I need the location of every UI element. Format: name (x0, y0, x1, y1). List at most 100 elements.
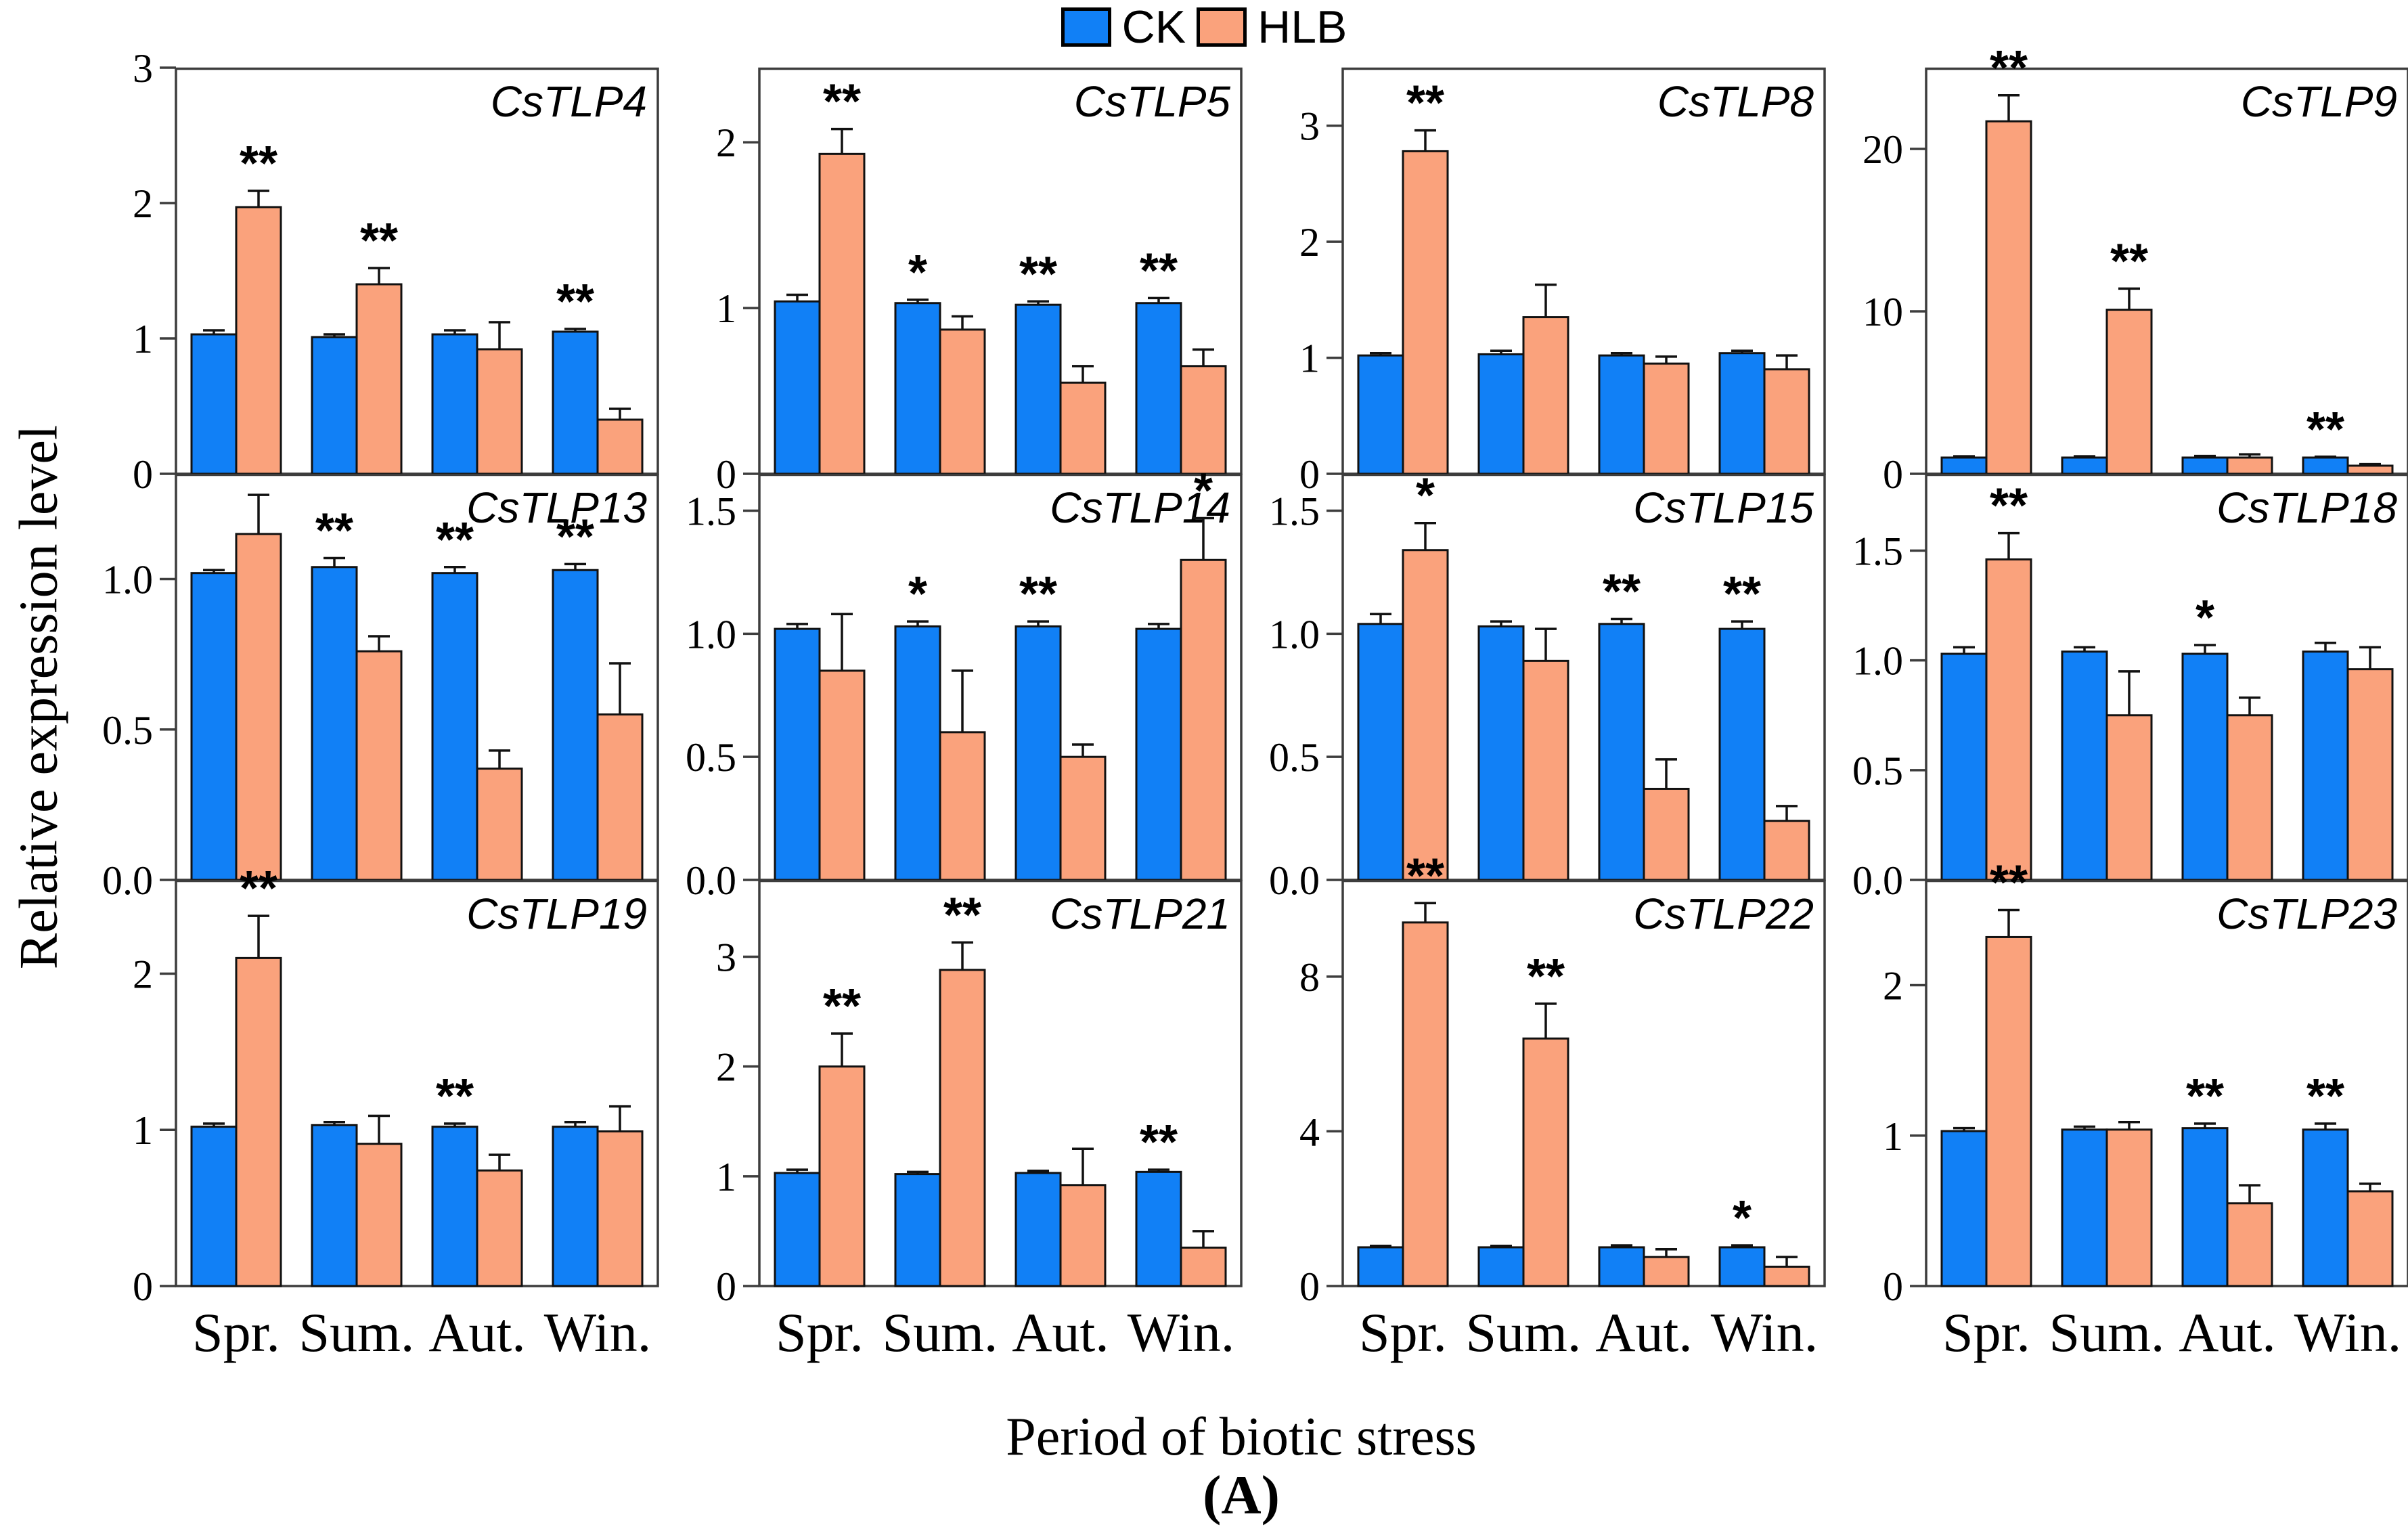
significance-marker: ** (1990, 479, 2028, 533)
y-tick-label: 2 (1883, 964, 1903, 1009)
bar-hlb-win (596, 418, 644, 475)
bar-hlb-win (1763, 820, 1810, 881)
significance-marker: ** (315, 504, 353, 558)
x-category-label: Aut. (1012, 1302, 1109, 1363)
significance-marker: * (908, 246, 927, 300)
bar-ck-spr (774, 627, 821, 881)
y-tick-label: 8 (1299, 955, 1320, 1000)
bar-hlb-win (596, 713, 644, 881)
panel-frame (758, 879, 1243, 1287)
bar-ck-aut (1015, 1172, 1062, 1287)
bar-hlb-sum (355, 650, 403, 881)
bar-hlb-spr (1402, 150, 1449, 475)
x-category-label: Win. (2294, 1302, 2401, 1363)
significance-marker: ** (823, 979, 861, 1034)
bar-hlb-win (2346, 464, 2394, 475)
bar-ck-win (1718, 627, 1766, 881)
significance-marker: ** (1990, 856, 2028, 910)
bar-ck-sum (1477, 1246, 1525, 1287)
x-category-label: Spr. (1942, 1302, 2030, 1363)
bar-ck-aut (2181, 456, 2229, 475)
panel-CsTLP5: 0 1 2 CsTLP5 ** * ** ** (658, 67, 1243, 497)
significance-marker: ** (2306, 1069, 2344, 1124)
panel-CsTLP15: 0.0 0.5 1.0 1.5 CsTLP15 * ** ** (1241, 469, 1826, 903)
y-tick-label: 3 (133, 46, 153, 91)
panel-CsTLP8: 0 1 2 3 CsTLP8 ** (1241, 67, 1826, 497)
bar-ck-sum (1477, 625, 1525, 881)
y-tick-label: 20 (1863, 127, 1903, 172)
bar-hlb-aut (1643, 787, 1690, 881)
y-tick-label: 0.0 (102, 858, 153, 903)
significance-marker: ** (1019, 247, 1057, 301)
panel-CsTLP14: 0.0 0.5 1.0 1.5 CsTLP14 * ** * (658, 464, 1243, 903)
y-tick-label: 0 (1883, 1264, 1903, 1309)
bar-ck-sum (894, 1173, 941, 1287)
bar-ck-aut (1015, 303, 1062, 475)
significance-marker: * (1733, 1191, 1752, 1245)
panel-CsTLP22: 0 4 8 CsTLP22 ** Spr. ** Sum. Aut. * Win. (1241, 849, 1826, 1394)
bar-ck-win (2302, 650, 2349, 881)
panel-svg-CsTLP8: 0 1 2 3 CsTLP8 ** (1299, 67, 1826, 497)
bar-hlb-aut (1059, 381, 1107, 475)
significance-marker: ** (360, 214, 398, 268)
y-tick-label: 1.0 (1852, 639, 1903, 684)
panel-title: CsTLP13 (466, 483, 647, 532)
x-category-label: Aut. (1595, 1302, 1693, 1363)
bar-hlb-win (1180, 365, 1227, 475)
y-tick-label: 2 (133, 181, 153, 226)
panel-title: CsTLP15 (1633, 483, 1814, 532)
panel-CsTLP13: 0.0 0.5 1.0 CsTLP13 ** ** ** (74, 473, 659, 903)
legend-label-hlb: HLB (1257, 1, 1347, 53)
bar-hlb-aut (2226, 456, 2273, 475)
significance-marker: * (908, 567, 927, 621)
bar-ck-aut (1598, 354, 1645, 475)
bar-ck-spr (190, 572, 238, 881)
bar-hlb-sum (1522, 316, 1569, 475)
significance-marker: ** (436, 1069, 474, 1124)
y-tick-label: 1 (133, 317, 153, 361)
significance-marker: ** (1990, 41, 2028, 95)
bar-ck-spr (774, 1172, 821, 1287)
bar-hlb-aut (2226, 714, 2273, 881)
bar-hlb-spr (1985, 558, 2032, 881)
y-tick-label: 0.5 (1269, 735, 1320, 780)
bar-ck-sum (2061, 650, 2108, 881)
bar-ck-spr (774, 300, 821, 475)
significance-marker: ** (1140, 244, 1178, 298)
bar-hlb-aut (1059, 755, 1107, 881)
bar-ck-aut (2181, 1127, 2229, 1287)
panel-CsTLP23: 0 1 2 CsTLP23 ** Spr. Sum. ** Aut. ** Win. (1825, 856, 2408, 1394)
bar-hlb-aut (476, 348, 523, 475)
y-tick-label: 1.0 (102, 558, 153, 602)
bar-ck-aut (1598, 1246, 1645, 1287)
y-tick-label: 0 (716, 1264, 736, 1309)
bar-ck-win (1135, 1170, 1182, 1287)
x-category-label: Aut. (428, 1302, 526, 1363)
bar-hlb-aut (1059, 1184, 1107, 1287)
significance-marker: ** (823, 75, 861, 129)
bar-hlb-sum (355, 1143, 403, 1287)
panel-title: CsTLP5 (1074, 77, 1231, 126)
bar-ck-win (2302, 1128, 2349, 1287)
bar-hlb-win (2346, 668, 2394, 881)
legend-label-ck: CK (1121, 1, 1186, 53)
y-tick-label: 0.5 (102, 708, 153, 753)
y-tick-label: 1.0 (686, 612, 736, 657)
bar-ck-sum (2061, 1128, 2108, 1287)
bar-ck-sum (1477, 353, 1525, 475)
bar-ck-spr (190, 1126, 238, 1287)
bar-hlb-sum (2105, 309, 2153, 475)
significance-marker: ** (2110, 234, 2148, 288)
y-tick-label: 0 (133, 452, 153, 497)
bar-ck-aut (431, 572, 478, 881)
panel-svg-CsTLP15: 0.00.51.01.5 CsTLP15*** ** (1269, 469, 1826, 903)
bar-ck-spr (1357, 1246, 1404, 1287)
y-tick-label: 10 (1863, 290, 1903, 334)
bar-ck-spr (190, 333, 238, 475)
panel-CsTLP19: 0 1 2 CsTLP19 ** Spr. Sum. ** Aut. Win. (74, 862, 659, 1394)
bar-ck-spr (1940, 1130, 1988, 1287)
panel-title: CsTLP22 (1633, 889, 1814, 938)
